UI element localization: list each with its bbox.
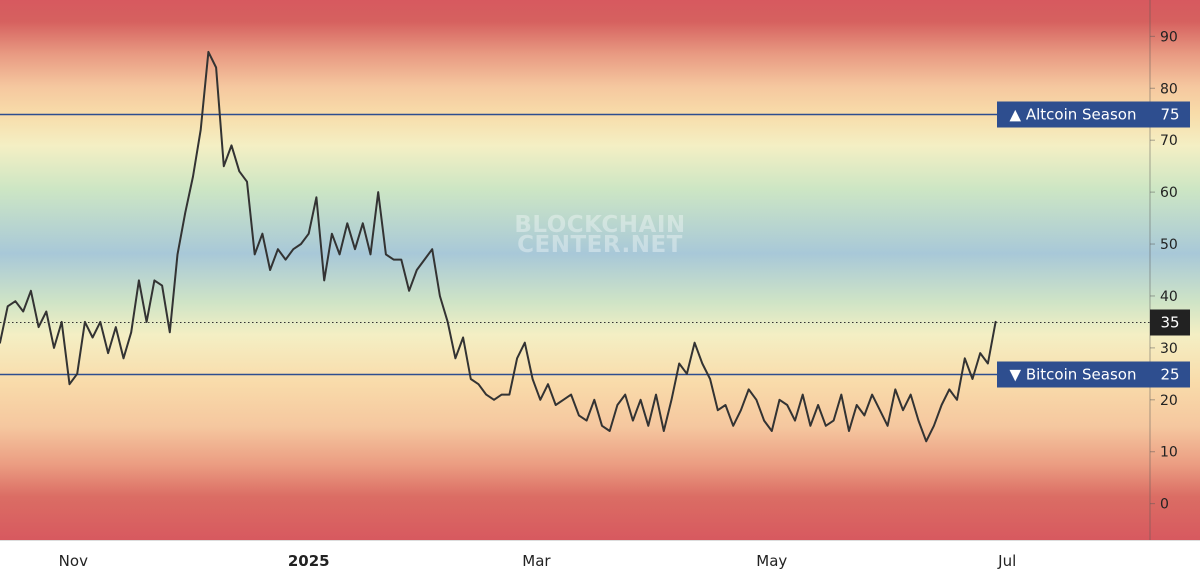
y-axis-ticks: 0 10 20 30 40 50 60 70 80 90: [1150, 29, 1178, 513]
y-tick-label: 20: [1160, 393, 1178, 409]
current-value-badge: 35: [1150, 309, 1190, 336]
x-tick-label: Mar: [522, 552, 551, 570]
y-tick-label: 80: [1160, 81, 1178, 97]
y-tick-label: 40: [1160, 289, 1178, 305]
x-tick-label: Nov: [59, 552, 88, 570]
x-tick-label: 2025: [288, 552, 330, 570]
reference-value-label: 75: [1160, 106, 1179, 124]
x-tick-label: May: [756, 552, 787, 570]
plot-background: [0, 0, 1150, 540]
reference-flag-box: [997, 361, 1150, 388]
y-tick-label: 70: [1160, 133, 1178, 149]
y-tick-label: 10: [1160, 445, 1178, 461]
y-tick-label: 0: [1160, 497, 1169, 513]
reference-flag-label: ▲ Altcoin Season: [1010, 106, 1137, 124]
y-axis-background: [1150, 0, 1200, 540]
index-series-line: [0, 50, 997, 443]
watermark-line-1: BLOCKCHAIN: [514, 212, 685, 238]
x-axis-ticks: Nov 2025 Mar May Jul: [59, 552, 1017, 570]
reference-value-box: [1150, 101, 1190, 128]
y-tick-label: 90: [1160, 29, 1178, 45]
reference-flag-box: [997, 101, 1150, 128]
x-tick-label: Jul: [997, 552, 1016, 570]
y-tick-label: 60: [1160, 185, 1178, 201]
y-tick-label: 30: [1160, 341, 1178, 357]
current-value-label: 35: [1160, 314, 1179, 332]
reference-flags: ▲ Altcoin Season 75 ▼ Bitcoin Season 25: [997, 101, 1190, 388]
reference-value-label: 25: [1160, 366, 1179, 384]
reference-flag-label: ▼ Bitcoin Season: [1010, 366, 1137, 384]
watermark-line-2: CENTER.NET: [517, 232, 683, 258]
reference-lines: [0, 113, 1150, 376]
reference-value-box: [1150, 361, 1190, 388]
x-axis-background: [0, 540, 1200, 587]
series-group: [0, 50, 997, 443]
watermark: BLOCKCHAIN CENTER.NET: [514, 212, 685, 258]
y-tick-label: 50: [1160, 237, 1178, 253]
current-value-box: [1150, 309, 1190, 336]
